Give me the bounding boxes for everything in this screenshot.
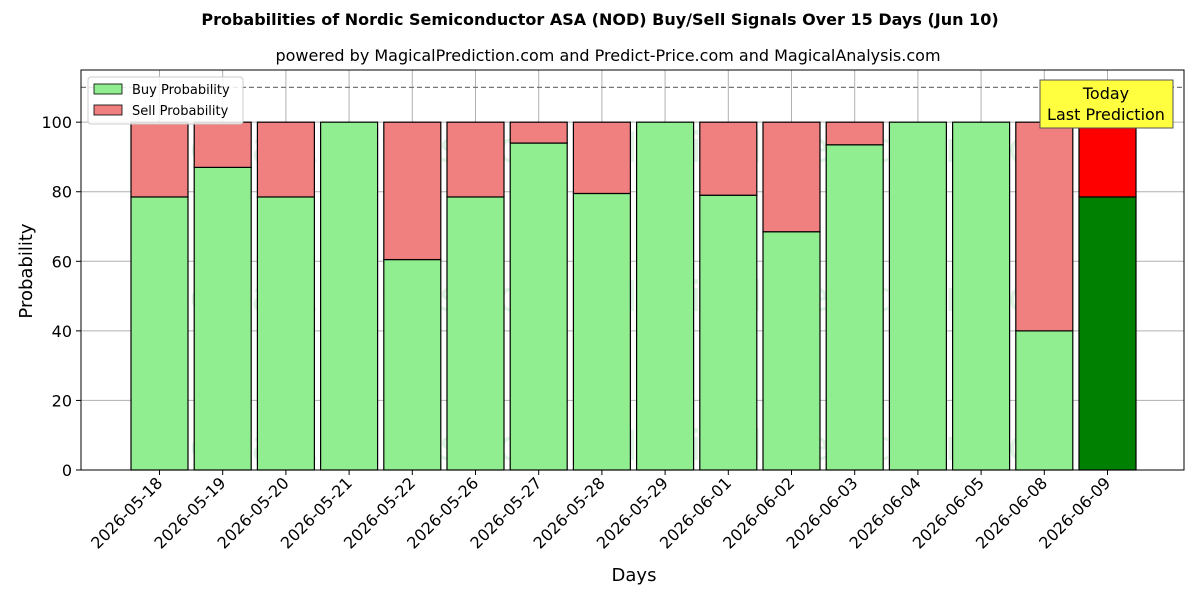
y-tick-label: 100 (41, 113, 72, 132)
bar-buy (1078, 196, 1137, 471)
y-tick-label: 60 (52, 252, 72, 271)
bar-buy (130, 196, 189, 471)
bar-sell (1015, 121, 1074, 332)
legend: Buy Probability Sell Probability (87, 76, 244, 125)
bar-sell (256, 121, 315, 198)
bar-buy (699, 194, 758, 471)
bar-buy (383, 258, 442, 471)
annotation-text: Last Prediction (1047, 105, 1165, 124)
bar-sell (572, 121, 632, 195)
bar-sell (383, 121, 442, 261)
y-tick-label: 40 (52, 322, 72, 341)
legend-label: Sell Probability (132, 104, 229, 119)
annotation-text: Today (1082, 84, 1129, 103)
y-axis-ticks: 0 20 40 60 80 100 (41, 113, 81, 480)
bar-buy (762, 231, 821, 471)
y-tick-label: 80 (52, 183, 72, 202)
bar-buy (825, 144, 884, 471)
bar-buy (951, 121, 1011, 471)
annotation-box (1039, 79, 1174, 129)
bar-buy (635, 121, 695, 471)
bar-sell (130, 121, 189, 198)
plot-border (80, 69, 1185, 471)
bar-buy (888, 121, 948, 471)
legend-label: Buy Probability (132, 83, 230, 98)
bar-sell (446, 121, 505, 198)
x-axis-ticks: 2026-05-182026-05-192026-05-202026-05-21… (87, 470, 1114, 553)
chart-subtitle: powered by MagicalPrediction.com and Pre… (275, 46, 941, 65)
bar-buy (1015, 330, 1074, 471)
bar-sell (699, 121, 758, 196)
bar-buy (572, 192, 632, 471)
y-tick-label: 0 (62, 461, 72, 480)
bar-buy (509, 142, 568, 471)
chart-title: Probabilities of Nordic Semiconductor AS… (201, 10, 999, 29)
today-annotation: Today Last Prediction (1039, 79, 1174, 129)
legend-box (87, 76, 244, 125)
bar-buy (320, 121, 379, 471)
bar-buy (193, 166, 252, 471)
plot-frame (80, 69, 1185, 471)
legend-swatch (93, 104, 123, 116)
bar-buy (446, 196, 505, 471)
bars (130, 121, 1137, 471)
bar-sell (193, 121, 252, 168)
bar-sell (762, 121, 821, 233)
y-tick-label: 20 (52, 391, 72, 410)
y-axis-label: Probability (16, 223, 37, 318)
bar-buy (256, 196, 315, 471)
bar-sell (1078, 121, 1137, 198)
legend-swatch (93, 83, 123, 95)
x-axis-label: Days (612, 565, 657, 586)
bar-sell (509, 121, 568, 144)
bar-sell (825, 121, 884, 146)
